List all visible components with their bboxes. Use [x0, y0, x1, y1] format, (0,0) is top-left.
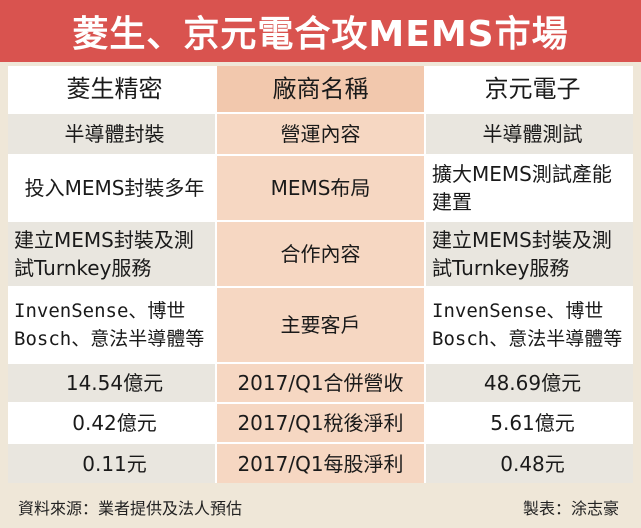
table-row: 14.54億元 2017/Q1合併營收 48.69億元 [8, 364, 633, 402]
row-label: 2017/Q1合併營收 [215, 364, 426, 402]
table-row: 0.11元 2017/Q1每股淨利 0.48元 [8, 444, 633, 483]
header-company-left: 菱生精密 [8, 66, 215, 112]
header-label: 廠商名稱 [215, 66, 426, 112]
row-label: 合作內容 [215, 222, 426, 286]
table-row: 0.42億元 2017/Q1稅後淨利 5.61億元 [8, 404, 633, 442]
table-row: 投入MEMS封裝多年 MEMS布局 擴大MEMS測試產能 建置 [8, 156, 633, 220]
cell-right: 半導體測試 [426, 114, 633, 154]
page-title: 菱生、京元電合攻MEMS市場 [0, 0, 641, 62]
table-row: 建立MEMS封裝及測 試Turnkey服務 合作內容 建立MEMS封裝及測 試T… [8, 222, 633, 286]
cell-left: InvenSense、博世 Bosch、意法半導體等 [8, 288, 215, 362]
row-label: MEMS布局 [215, 156, 426, 220]
cell-right: 48.69億元 [426, 364, 633, 402]
cell-text: 建立MEMS封裝及測 試Turnkey服務 [14, 228, 194, 280]
table-row: 半導體封裝 營運內容 半導體測試 [8, 114, 633, 154]
table-header-row: 菱生精密 廠商名稱 京元電子 [8, 66, 633, 112]
credit-note: 製表：涂志豪 [522, 499, 619, 518]
cell-left: 半導體封裝 [8, 114, 215, 154]
row-label: 2017/Q1稅後淨利 [215, 404, 426, 442]
cell-text: 投入MEMS封裝多年 [24, 176, 205, 200]
cell-text: 建立MEMS封裝及測 試Turnkey服務 [432, 228, 612, 280]
cell-left: 0.42億元 [72, 411, 157, 435]
row-label: 2017/Q1每股淨利 [215, 444, 426, 483]
source-note: 資料來源：業者提供及法人預估 [18, 499, 243, 518]
cell-right: InvenSense、博世 Bosch、意法半導體等 [426, 288, 633, 362]
cell-left: 0.11元 [8, 444, 215, 483]
cell-left: 投入MEMS封裝多年 [8, 156, 215, 220]
cell-right: 擴大MEMS測試產能 建置 [426, 156, 633, 220]
row-label: 營運內容 [215, 114, 426, 154]
footer: 資料來源：業者提供及法人預估 製表：涂志豪 [0, 486, 641, 528]
cell-left: 14.54億元 [8, 364, 215, 402]
cell-text: InvenSense、博世 Bosch、意法半導體等 [14, 300, 205, 350]
cell-right: 0.48元 [426, 444, 633, 483]
comparison-table: 菱生精密 廠商名稱 京元電子 半導體封裝 營運內容 半導體測試 投入MEMS封裝… [8, 66, 633, 483]
cell-right: 建立MEMS封裝及測 試Turnkey服務 [426, 222, 633, 286]
cell-text: 擴大MEMS測試產能 建置 [432, 162, 612, 214]
cell-text: InvenSense、博世 Bosch、意法半導體等 [432, 300, 623, 350]
row-label: 主要客戶 [215, 288, 426, 362]
cell-right: 5.61億元 [490, 411, 575, 435]
table-row: InvenSense、博世 Bosch、意法半導體等 主要客戶 InvenSen… [8, 288, 633, 362]
cell-left: 建立MEMS封裝及測 試Turnkey服務 [8, 222, 215, 286]
header-company-right: 京元電子 [426, 66, 633, 112]
